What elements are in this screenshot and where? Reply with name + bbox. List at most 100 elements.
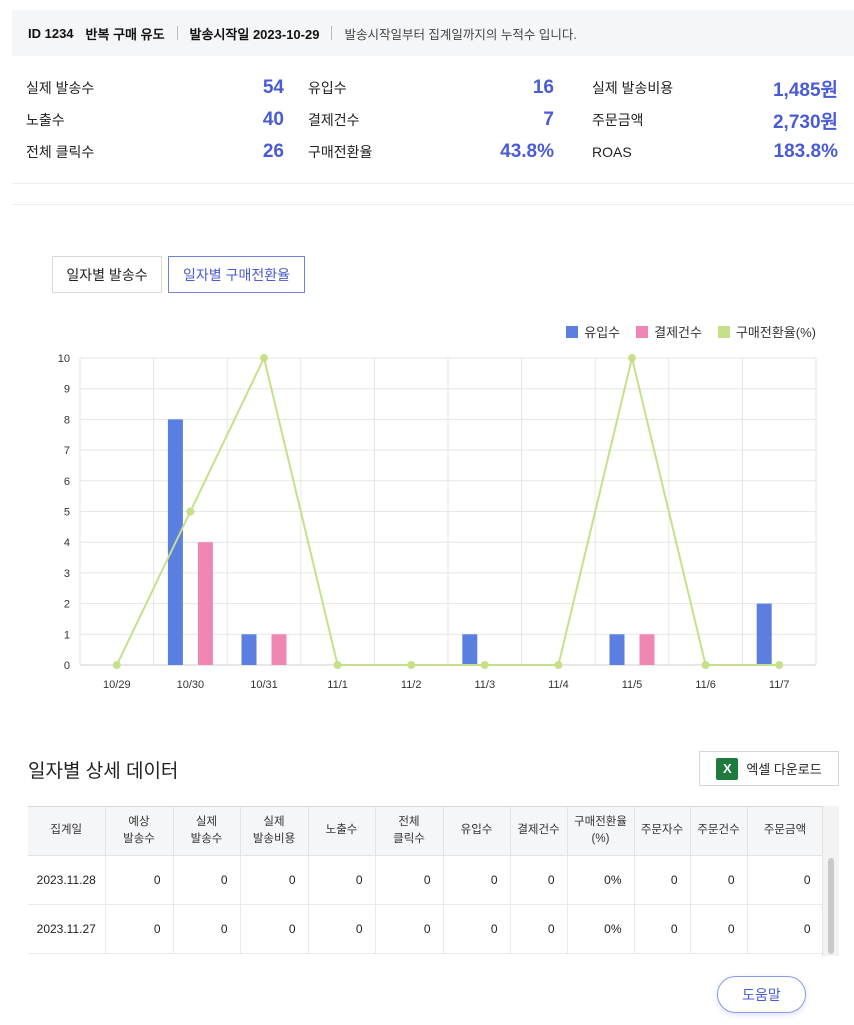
column-header: 예상 발송수 — [105, 807, 174, 856]
bar-inflow — [756, 603, 772, 665]
stat-row: 실제 발송비용 1,485원 — [592, 72, 838, 104]
excel-download-label: 엑셀 다운로드 — [746, 762, 822, 777]
bar-inflow — [609, 634, 625, 665]
conversion-point — [701, 661, 710, 669]
column-header: 전체 클릭수 — [375, 807, 444, 856]
stat-value: 16 — [532, 77, 554, 98]
conversion-point — [260, 354, 268, 362]
table-body: 2023.11.28 0 0 0 0 0 0 0 0% 0 0 0 2023.11.27 0 0 0 0 0 0 0 0… — [28, 855, 824, 954]
x-tick-label: 11/2 — [401, 679, 422, 691]
column-header: 주문금액 — [747, 807, 824, 856]
chart-legend: 유입수 결제건수 구매전환율(%) — [566, 322, 816, 341]
stat-row: 실제 발송수 54 — [26, 72, 284, 104]
table-cell: 0 — [690, 904, 748, 954]
legend-item-inflow[interactable]: 유입수 — [566, 322, 620, 341]
stat-row: ROAS 183.8% — [592, 136, 838, 168]
table-cell: 0 — [105, 855, 174, 905]
help-button[interactable]: 도움말 — [717, 976, 806, 1013]
column-header-text: 발송수 — [190, 832, 223, 845]
column-header-text: 집계일 — [50, 824, 83, 837]
stat-column-conversion: 유입수 16 결제건수 7 구매전환율 43.8% — [296, 72, 554, 168]
table-row: 2023.11.28 0 0 0 0 0 0 0 0% 0 0 0 — [28, 855, 824, 905]
table-cell: 0 — [375, 904, 444, 954]
table-cell: 0 — [240, 855, 309, 905]
date-cell: 2023.11.27 — [28, 904, 106, 954]
column-header-text: 주문건수 — [697, 824, 740, 837]
stat-label: 유입수 — [308, 80, 347, 96]
y-tick-label: 7 — [64, 445, 70, 457]
stat-value: 1,485원 — [772, 79, 838, 101]
x-tick-label: 10/29 — [103, 679, 131, 691]
table-cell: 0 — [375, 855, 444, 905]
conversion-point — [407, 661, 416, 669]
table-cell: 0 — [634, 904, 691, 954]
column-header-text: (%) — [591, 832, 610, 845]
chart-plot: 0 1 2 3 4 5 6 7 8 9 10 10/29 10/30 10/31 11/1 11/2 11/3 1… — [58, 353, 817, 691]
y-tick-label: 0 — [64, 660, 70, 672]
stat-row: 전체 클릭수 26 — [26, 136, 284, 168]
section-divider — [12, 204, 854, 205]
table-scrollbar-thumb[interactable] — [828, 858, 834, 954]
table-cell: 0 — [510, 904, 568, 954]
y-tick-label: 5 — [64, 507, 70, 519]
stat-label: ROAS — [592, 144, 632, 160]
table-cell: 0 — [443, 904, 511, 954]
table-row: 2023.11.27 0 0 0 0 0 0 0 0% 0 0 0 — [28, 904, 824, 954]
x-tick-label: 11/5 — [622, 679, 643, 691]
conversion-line — [115, 355, 780, 666]
column-header-text: 실제 — [195, 815, 218, 828]
legend-swatch-payments — [636, 325, 649, 338]
bar-payments — [639, 634, 655, 665]
stat-value: 2,730원 — [772, 111, 838, 133]
table-cell: 0 — [747, 904, 824, 954]
table-cell: 0 — [240, 904, 309, 954]
conversion-point — [333, 661, 342, 669]
date-cell: 2023.11.28 — [28, 855, 106, 905]
conversion-point — [628, 354, 636, 362]
tab-daily-sends[interactable]: 일자별 발송수 — [52, 256, 162, 293]
excel-icon: X — [716, 757, 739, 780]
y-tick-label: 2 — [64, 599, 70, 611]
stat-label: 실제 발송수 — [26, 80, 95, 96]
legend-swatch-inflow — [566, 325, 579, 338]
table-cell: 0 — [690, 855, 748, 905]
column-header: 유입수 — [443, 807, 511, 856]
column-header: 주문건수 — [690, 807, 748, 856]
conversion-chart: 유입수 결제건수 구매전환율(%) 0 1 2 3 4 5 6 7 8 9 10 10/29 10/30… — [0, 310, 854, 700]
excel-download-button[interactable]: X 엑셀 다운로드 — [699, 751, 839, 786]
legend-item-payments[interactable]: 결제건수 — [636, 322, 702, 341]
table-cell: 0 — [443, 855, 511, 905]
stat-value: 54 — [262, 77, 284, 98]
column-header: 구매전환율 (%) — [567, 807, 635, 856]
stat-row: 주문금액 2,730원 — [592, 104, 838, 136]
column-header-text: 예상 — [128, 815, 150, 828]
legend-item-conversion[interactable]: 구매전환율(%) — [717, 322, 816, 341]
detail-section-title: 일자별 상세 데이터 — [28, 761, 179, 782]
table-cell: 0 — [173, 855, 241, 905]
campaign-id: ID 1234 — [28, 25, 74, 41]
tab-daily-conversion[interactable]: 일자별 구매전환율 — [168, 256, 305, 293]
column-header: 결제건수 — [510, 807, 568, 856]
bar-payments — [197, 542, 213, 665]
table-cell: 0 — [173, 904, 241, 954]
table-scrollbar[interactable] — [822, 806, 839, 956]
conversion-point — [554, 661, 563, 669]
y-tick-label: 8 — [64, 414, 70, 426]
bar-inflow — [462, 634, 478, 665]
conversion-point — [186, 507, 195, 516]
x-tick-label: 11/6 — [695, 679, 716, 691]
legend-label: 결제건수 — [654, 325, 702, 340]
y-tick-label: 9 — [64, 384, 70, 396]
stat-row: 결제건수 7 — [308, 104, 554, 136]
stat-label: 결제건수 — [308, 112, 360, 128]
cumulative-note: 발송시작일부터 집계일까지의 누적수 입니다. — [344, 27, 577, 42]
column-header-text: 발송비용 — [252, 832, 296, 845]
bar-payments — [271, 634, 287, 665]
x-tick-label: 10/31 — [250, 679, 278, 691]
stat-value: 26 — [262, 141, 284, 162]
column-header-text: 노출수 — [325, 824, 358, 837]
column-header-text: 실제 — [263, 815, 285, 828]
table-cell: 0 — [308, 855, 376, 905]
